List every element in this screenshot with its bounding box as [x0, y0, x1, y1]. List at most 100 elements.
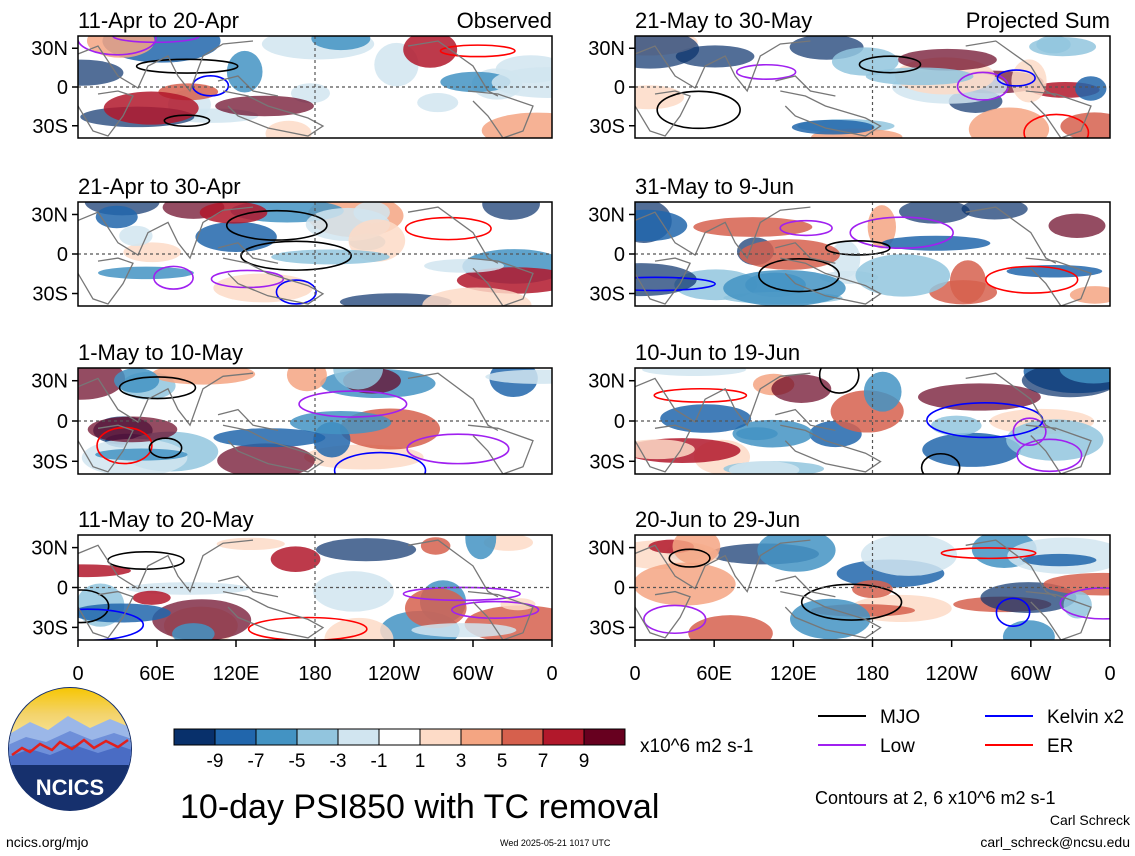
coastline-segment [635, 424, 692, 473]
contour-line [404, 216, 492, 241]
coastline-segment [467, 257, 534, 306]
coastline-segment [635, 90, 692, 137]
coastline-segment [635, 372, 811, 427]
anomaly-blob [216, 537, 285, 551]
contour-line [818, 368, 860, 394]
colorbar-swatch [419, 728, 462, 746]
anomaly-blob [855, 254, 951, 297]
y-tick-label: 30S [589, 116, 625, 138]
anomaly-blob [830, 240, 861, 278]
x-axis-right: 0 60E 120E 180 120W 60W 0 [629, 640, 1116, 685]
anomaly-blob [113, 368, 160, 393]
legend-label: ER [1047, 736, 1073, 757]
contour-line [735, 63, 797, 81]
colorbar-tick-label: -7 [248, 751, 265, 772]
coastline-segment [965, 40, 1057, 97]
anomaly-blob [867, 205, 897, 249]
panel-title: 31-May to 9-Jun [635, 174, 794, 199]
coastline-segment [78, 40, 254, 93]
anomaly-blob [1059, 368, 1110, 384]
x-tick-label: 120W [368, 663, 420, 685]
coastline-segment [407, 40, 499, 97]
colorbar-swatch [337, 728, 380, 746]
colorbar-tick-label: -9 [207, 751, 224, 772]
anomaly-blob [897, 48, 997, 71]
colorbar-tick-label: -5 [289, 751, 306, 772]
coastline-segment [222, 257, 325, 305]
colorbar-swatch [501, 728, 544, 746]
y-tick-label: 0 [57, 77, 68, 99]
coastline-segment [1025, 424, 1092, 474]
anomaly-blob [119, 225, 153, 246]
y-tick-label: 30N [31, 371, 68, 393]
anomaly-blob [688, 615, 773, 640]
panel-grid: 30N 0 30S 11-Apr to 20-Apr Observed 30N 0 30S 21… [31, 8, 1111, 641]
anomaly-blob [213, 428, 326, 448]
anomaly-blob [172, 623, 215, 640]
anomaly-blob [635, 263, 697, 297]
contour-line [439, 44, 516, 58]
colorbar-swatch [173, 728, 216, 746]
colorbar-tick-label: 9 [579, 751, 590, 772]
anomaly-blob [132, 590, 171, 605]
anomaly-blob [931, 415, 982, 436]
anomaly-blob [922, 432, 1021, 467]
coastline-segment [467, 590, 534, 640]
colorbar-tick-label: 3 [456, 751, 467, 772]
panel-5: 30N 0 30S 1-May to 10-May [31, 340, 553, 475]
anomaly-blob [217, 443, 315, 474]
y-tick-label: 30N [31, 538, 68, 560]
anomaly-blob [103, 91, 199, 125]
y-tick-label: 30S [589, 617, 625, 639]
anomaly-blob [78, 564, 131, 578]
panel-title: 1-May to 10-May [78, 340, 243, 365]
y-tick-label: 30N [588, 38, 625, 60]
anomaly-blob [333, 368, 384, 390]
anomaly-blob [98, 266, 194, 280]
panel-8: 30N 0 30S 20-Jun to 29-Jun [588, 507, 1111, 641]
anomaly-blob [311, 36, 371, 51]
anomaly-blob [831, 47, 899, 76]
x-tick-label: 120E [213, 663, 260, 685]
coastline-segment [78, 90, 134, 137]
anomaly-blob [195, 221, 277, 252]
contour-line [78, 589, 110, 624]
contour-line [940, 547, 1037, 560]
anomaly-blob [411, 623, 517, 638]
anomaly-field [78, 368, 552, 474]
contour-line [148, 437, 183, 459]
coastline-segment [78, 372, 254, 427]
anomaly-blob [286, 368, 327, 392]
anomaly-blob [422, 287, 532, 306]
timestamp: Wed 2025-05-21 1017 UTC [500, 838, 611, 848]
anomaly-blob [771, 374, 832, 403]
anomaly-field [635, 535, 1110, 640]
legend-label: MJO [880, 707, 920, 728]
coastlines [78, 539, 534, 640]
anomaly-blob [1029, 37, 1097, 57]
y-tick-label: 30S [32, 116, 68, 138]
coastline-segment [780, 90, 882, 137]
anomaly-blob [642, 368, 747, 377]
contour-line [1016, 438, 1083, 473]
anomaly-blob [1063, 591, 1092, 619]
legend-label: Low [880, 736, 915, 757]
y-tick-label: 0 [614, 411, 625, 433]
contour-line [225, 209, 328, 241]
contour-line [118, 376, 197, 400]
colorbar-swatch [583, 728, 626, 746]
anomaly-blob [95, 448, 188, 461]
x-tick-label: 120W [926, 663, 978, 685]
anomaly-blob [757, 535, 836, 572]
contour-line [78, 36, 157, 56]
anomaly-blob [660, 404, 752, 433]
coastline-segment [780, 424, 882, 473]
panel-7: 30N 0 30S 11-May to 20-May [31, 507, 553, 641]
coastline-segment [222, 90, 325, 137]
x-tick-label: 60W [452, 663, 493, 685]
anomaly-field [635, 36, 1110, 138]
anomaly-blob [265, 120, 312, 138]
contour-line [163, 114, 211, 128]
contour-line [1012, 417, 1047, 447]
anomaly-blob [151, 368, 256, 385]
